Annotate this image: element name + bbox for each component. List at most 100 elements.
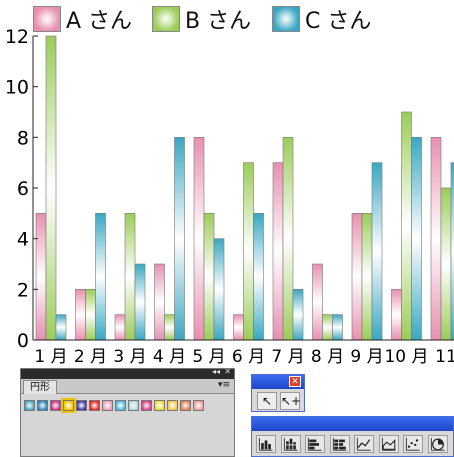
bar-b-5 [243,162,254,341]
swatch[interactable] [128,400,139,411]
selection-tools-titlebar[interactable]: ✕ [252,375,304,389]
bar-c-2 [134,263,146,341]
bar-a-8 [351,213,363,341]
y-tick-label: 4 [17,229,29,251]
bar-c-8 [371,162,383,341]
bar-b-8 [361,213,373,341]
x-tick-label: 10 月 [384,347,428,367]
stacked-bar-graph-tool-button[interactable] [329,435,350,453]
swatch-row [24,398,206,413]
legend-label-c: C さん [305,9,372,34]
area-graph-tool-button[interactable] [378,435,399,453]
stacked-bar-graph-icon [332,437,347,451]
swatches-panel-titlebar[interactable]: ◂◂ ✕ [21,367,234,379]
scatter-graph-tool-button[interactable] [403,435,423,453]
close-icon[interactable]: ✕ [224,367,231,376]
direct-select-tool-button[interactable]: ↖ [257,392,277,410]
bar-b-4 [203,213,215,341]
legend-swatch-c [272,6,300,32]
bar-a-5 [233,314,244,341]
swatch[interactable] [76,400,87,411]
x-tick-label: 3 月 [113,347,146,367]
swatch[interactable] [115,400,126,411]
swatches-tab-row: 円形 ▾≡ [21,379,234,394]
x-tick-label: 9 月 [350,347,383,367]
column-graph-tool-button[interactable] [256,435,276,453]
group-select-tool-button[interactable]: ↖+ [280,392,302,410]
line-graph-icon [356,437,371,451]
legend-item-a: A さん [33,4,132,34]
swatch[interactable] [141,400,152,411]
bar-graph-tool-button[interactable] [305,435,325,453]
bar-a-4 [193,137,205,341]
column-graph-icon [258,437,273,451]
swatch[interactable] [154,400,165,411]
bar-b-6 [282,137,294,341]
bar-a-1 [75,289,86,341]
bar-c-1 [95,213,106,341]
bar-a-7 [312,263,323,341]
pie-graph-tool-button[interactable] [427,435,448,453]
swatch[interactable] [37,400,48,411]
stacked-column-graph-icon [283,437,298,451]
bar-c-9 [411,137,422,341]
bar-c-7 [332,314,343,341]
x-tick-label: 1 月 [34,347,67,367]
bar-b-9 [401,111,412,341]
legend-swatch-b [152,6,180,32]
panel-menu-icon[interactable]: ▾≡ [217,380,230,390]
bar-a-10 [430,137,442,341]
tab-circular-swatches[interactable]: 円形 [23,380,57,394]
bar-c-3 [174,137,185,341]
bar-c-4 [213,238,225,341]
swatch[interactable] [89,400,100,411]
legend-label-a: A さん [66,9,133,34]
x-tick-label: 7 月 [271,347,304,367]
swatch[interactable] [102,400,113,411]
swatch[interactable] [61,398,76,413]
legend-label-b: B さん [185,9,252,34]
bar-b-1 [85,289,96,341]
swatch[interactable] [24,400,35,411]
graph-tools-titlebar[interactable] [252,417,453,431]
pie-graph-icon [430,437,445,451]
bar-graph-icon [307,437,322,451]
bar-chart: 1 月 2 月 3 月 4 月 5 月 6 月 7 月 8 月 9 月 10 月 11 0 2 4 6 8 10… [5,26,454,367]
scatter-graph-icon [405,437,420,451]
y-tick-label: 0 [17,330,29,352]
line-graph-tool-button[interactable] [354,435,374,453]
swatch[interactable] [167,400,178,411]
x-tick-label: 8 月 [311,347,344,367]
y-tick-label: 8 [17,127,29,149]
x-tick-label: 4 月 [153,347,186,367]
y-tick-label: 2 [17,279,29,301]
x-tick-label: 5 月 [192,347,225,367]
y-tick-label: 6 [17,178,29,200]
graph-tools-panel [251,416,454,457]
x-tick-label: 2 月 [74,347,107,367]
swatch[interactable] [193,400,204,411]
collapse-icon[interactable]: ◂◂ [211,367,220,376]
legend-swatch-a [33,6,61,32]
stacked-column-graph-tool-button[interactable] [280,435,301,453]
x-tick-label: 6 月 [232,347,265,367]
area-graph-icon [381,437,396,451]
selection-tools-panel: ✕ ↖ ↖+ [251,374,305,412]
close-button[interactable]: ✕ [289,376,301,387]
y-tick-label: 10 [5,77,29,99]
bar-b-3 [164,314,175,341]
x-tick-label: 11 [435,347,454,367]
y-tick-label: 12 [5,26,29,48]
bar-a-6 [272,162,284,341]
bar-b-10 [440,187,452,341]
bar-a-3 [154,263,165,341]
legend-item-b: B さん [152,4,251,34]
legend-item-c: C さん [272,4,371,34]
bar-c-6 [292,289,304,341]
bar-c-5 [253,213,264,341]
swatch[interactable] [50,400,61,411]
swatch[interactable] [180,400,191,411]
bar-b-2 [124,213,136,341]
bar-c-10 [450,162,454,341]
bar-a-0 [35,213,47,341]
